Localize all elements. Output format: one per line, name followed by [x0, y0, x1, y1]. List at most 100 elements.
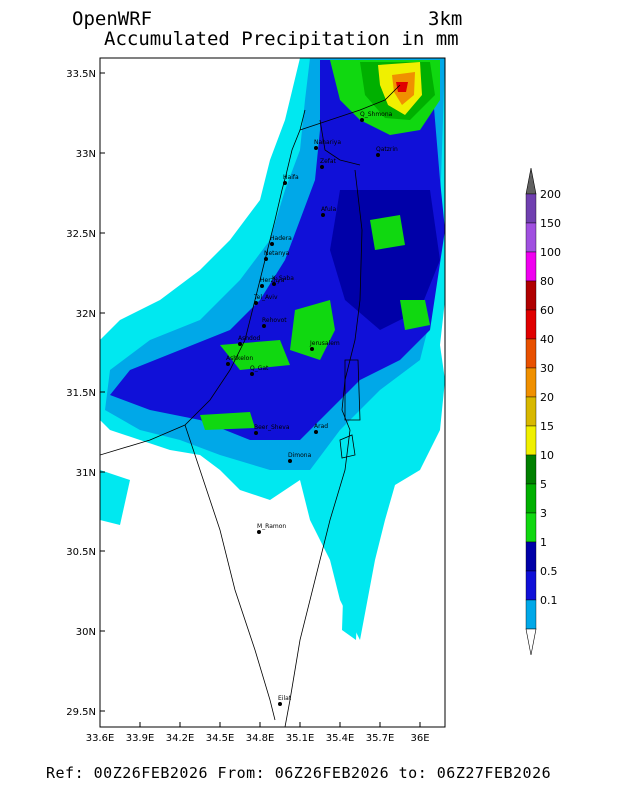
lon-tick-label: 34.2E — [166, 733, 195, 744]
lat-tick-label: 33.5N — [66, 69, 96, 80]
city-label: Rehovot — [262, 317, 287, 324]
colorbar-min-triangle — [525, 628, 537, 656]
colorbar-label: 10 — [540, 449, 554, 462]
lon-tick-label: 33.9E — [126, 733, 155, 744]
city-dot — [283, 181, 287, 185]
colorbar-label: 0.5 — [540, 565, 558, 578]
colorbar-label: 30 — [540, 362, 554, 375]
latitude-axis: 33.5N 33N 32.5N 32N 31.5N 31N 30.5N 30N 29.5N — [66, 69, 105, 718]
city-dot — [310, 347, 314, 351]
city-dot — [314, 430, 318, 434]
city-label: Nahariya — [314, 139, 341, 146]
colorbar-label: 60 — [540, 304, 554, 317]
lat-tick-label: 29.5N — [66, 707, 96, 718]
colorbar-segment — [525, 193, 537, 224]
city-label: Ashkelon — [226, 355, 253, 362]
colorbar-segment — [525, 541, 537, 572]
colorbar-label: 15 — [540, 420, 554, 433]
lon-tick-label: 35.4E — [326, 733, 355, 744]
colorbar-segment — [525, 222, 537, 253]
colorbar-segment — [525, 309, 537, 340]
colorbar-segment — [525, 367, 537, 398]
city-dot — [320, 165, 324, 169]
colorbar-label: 80 — [540, 275, 554, 288]
city-label: Zefat — [320, 158, 337, 165]
model-name: OpenWRF — [72, 8, 153, 30]
colorbar-max-triangle — [525, 167, 537, 195]
lat-tick-label: 32.5N — [66, 229, 96, 240]
city-dot — [257, 530, 261, 534]
lon-tick-label: 34.5E — [206, 733, 235, 744]
colorbar-segment — [525, 570, 537, 601]
colorbar-segment — [525, 599, 537, 630]
colorbar-segment — [525, 512, 537, 543]
colorbar-label: 20 — [540, 391, 554, 404]
colorbar-label: 40 — [540, 333, 554, 346]
city-dot — [288, 459, 292, 463]
lat-tick-label: 30.5N — [66, 547, 96, 558]
city-label: Ashdod — [238, 335, 261, 342]
city-dot — [360, 118, 364, 122]
city-label: Afula — [321, 206, 336, 213]
lon-tick-label: 33.6E — [86, 733, 115, 744]
city-label: Netanya — [264, 250, 290, 257]
city-label: Jerusalem — [309, 340, 340, 347]
colorbar-label: 150 — [540, 217, 561, 230]
city-label: Q_Gat — [250, 365, 269, 372]
coastline-borders — [100, 84, 401, 727]
city-label: Herzliya — [260, 277, 285, 284]
lon-tick-label: 35.1E — [286, 733, 315, 744]
colorbar-segment — [525, 251, 537, 282]
city-label: Tel_Aviv — [253, 294, 278, 301]
city-label: Haifa — [283, 174, 299, 181]
lon-tick-label: 36E — [410, 733, 429, 744]
colorbar-label: 0.1 — [540, 594, 558, 607]
city-dot — [260, 284, 264, 288]
city-label: Eilat — [278, 695, 292, 702]
colorbar-segment — [525, 338, 537, 369]
city-label: Arad — [314, 423, 328, 430]
resolution-label: 3km — [428, 8, 463, 30]
lat-tick-label: 30N — [76, 627, 96, 638]
city-label: Hadera — [270, 235, 292, 242]
city-label: Beer_Sheva — [254, 424, 290, 431]
city-dot — [272, 282, 276, 286]
city-dot — [226, 362, 230, 366]
city-dot — [254, 431, 258, 435]
city-dot — [254, 301, 258, 305]
city-dot — [238, 342, 242, 346]
city-label: Dimona — [288, 452, 312, 459]
city-label: M_Ramon — [257, 523, 286, 530]
city-dot — [376, 153, 380, 157]
lat-tick-label: 31.5N — [66, 388, 96, 399]
colorbar-label: 1 — [540, 536, 547, 549]
colorbar-segment — [525, 280, 537, 311]
city-dot — [314, 146, 318, 150]
colorbar-segment — [525, 454, 537, 485]
colorbar-segment — [525, 425, 537, 456]
colorbar-label: 100 — [540, 246, 561, 259]
colorbar-legend: 200 150 100 80 60 40 30 20 15 10 5 3 1 0.5 0.1 — [525, 167, 561, 656]
colorbar-label: 5 — [540, 478, 547, 491]
lon-tick-label: 35.7E — [366, 733, 395, 744]
city-markers: Q_Shmona Nahariya Zefat Qatzrin Haifa Afula Ha… — [226, 111, 398, 706]
city-dot — [321, 213, 325, 217]
longitude-axis: 33.6E 33.9E 34.2E 34.5E 34.8E 35.1E 35.4E 35.7E… — [86, 722, 430, 744]
city-dot — [278, 702, 282, 706]
city-dot — [270, 242, 274, 246]
map-title: Accumulated Precipitation in mm — [104, 28, 459, 50]
colorbar-segment — [525, 396, 537, 427]
city-label: Qatzrin — [376, 146, 398, 153]
colorbar-label: 200 — [540, 188, 561, 201]
colorbar-label: 3 — [540, 507, 547, 520]
city-label: Q_Shmona — [360, 111, 393, 118]
colorbar-segment — [525, 483, 537, 514]
city-dot — [264, 257, 268, 261]
city-label: K_Saba — [272, 275, 294, 282]
forecast-period: Ref: 00Z26FEB2026 From: 06Z26FEB2026 to:… — [46, 764, 552, 782]
lat-tick-label: 32N — [76, 309, 96, 320]
lon-tick-label: 34.8E — [246, 733, 275, 744]
lat-tick-label: 31N — [76, 468, 96, 479]
city-dot — [262, 324, 266, 328]
